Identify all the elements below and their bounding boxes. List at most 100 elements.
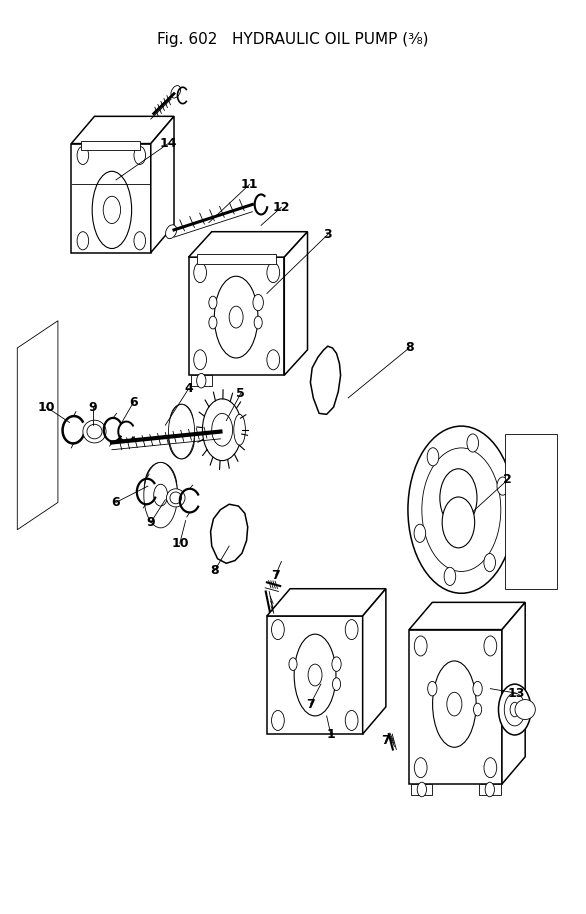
Circle shape (209, 296, 217, 309)
Circle shape (438, 689, 471, 740)
Polygon shape (267, 589, 386, 616)
Circle shape (169, 419, 195, 459)
Circle shape (222, 306, 251, 352)
Polygon shape (311, 346, 340, 414)
Text: 10: 10 (171, 537, 189, 550)
Text: 2: 2 (503, 473, 512, 486)
Text: 13: 13 (508, 686, 525, 700)
Polygon shape (284, 232, 308, 376)
Circle shape (254, 316, 263, 329)
Polygon shape (411, 784, 432, 795)
Circle shape (497, 477, 509, 495)
Circle shape (300, 663, 330, 709)
Circle shape (444, 568, 456, 586)
Circle shape (467, 434, 479, 452)
Circle shape (499, 684, 531, 735)
Circle shape (414, 636, 427, 656)
Ellipse shape (234, 414, 246, 445)
Ellipse shape (144, 462, 178, 528)
Circle shape (442, 497, 475, 547)
Circle shape (170, 404, 193, 441)
Circle shape (422, 448, 501, 571)
Ellipse shape (170, 492, 182, 504)
Circle shape (271, 710, 284, 730)
Circle shape (194, 262, 206, 282)
Text: 11: 11 (241, 178, 258, 191)
Circle shape (229, 306, 243, 328)
Circle shape (485, 782, 495, 797)
Circle shape (308, 664, 322, 686)
Polygon shape (409, 602, 525, 630)
Polygon shape (192, 376, 212, 386)
Text: 4: 4 (184, 382, 193, 396)
Text: 1: 1 (326, 728, 335, 740)
Circle shape (332, 678, 340, 690)
Circle shape (267, 350, 280, 370)
Circle shape (209, 316, 217, 329)
Circle shape (298, 641, 332, 695)
Text: 9: 9 (88, 400, 97, 413)
Circle shape (484, 636, 497, 656)
Text: 12: 12 (272, 201, 290, 214)
Ellipse shape (166, 225, 176, 239)
Polygon shape (479, 784, 501, 795)
Circle shape (345, 620, 358, 640)
Text: 9: 9 (146, 515, 155, 529)
Polygon shape (189, 257, 284, 376)
Polygon shape (502, 602, 525, 784)
Circle shape (194, 350, 206, 370)
Circle shape (473, 681, 482, 696)
Polygon shape (71, 116, 174, 143)
Ellipse shape (432, 661, 476, 748)
Ellipse shape (214, 276, 258, 358)
Ellipse shape (92, 171, 132, 249)
Text: Fig. 602   HYDRAULIC OIL PUMP (³⁄₈): Fig. 602 HYDRAULIC OIL PUMP (³⁄₈) (157, 32, 429, 47)
Circle shape (144, 462, 177, 514)
Text: 6: 6 (129, 396, 138, 409)
Circle shape (345, 710, 358, 730)
Text: 10: 10 (38, 400, 55, 413)
Circle shape (219, 281, 254, 335)
Circle shape (77, 232, 88, 250)
Circle shape (103, 197, 121, 224)
Ellipse shape (294, 634, 336, 716)
Circle shape (146, 483, 175, 526)
Circle shape (212, 413, 233, 446)
Circle shape (253, 294, 263, 311)
Circle shape (408, 426, 515, 593)
Polygon shape (81, 141, 140, 150)
Polygon shape (189, 232, 308, 257)
Polygon shape (267, 616, 363, 734)
Circle shape (271, 620, 284, 640)
Circle shape (510, 702, 519, 717)
Text: 8: 8 (405, 342, 413, 355)
Ellipse shape (83, 420, 106, 443)
Text: 5: 5 (236, 387, 245, 400)
Circle shape (414, 525, 425, 542)
Polygon shape (71, 143, 151, 252)
Ellipse shape (166, 489, 185, 507)
Text: 14: 14 (159, 137, 177, 150)
Circle shape (77, 146, 88, 165)
Circle shape (202, 399, 242, 461)
Circle shape (505, 693, 525, 726)
Polygon shape (363, 589, 386, 734)
Circle shape (289, 658, 297, 671)
Text: 3: 3 (323, 228, 332, 241)
Ellipse shape (169, 404, 195, 459)
Circle shape (484, 554, 496, 571)
Circle shape (484, 758, 497, 778)
Polygon shape (197, 254, 275, 263)
Circle shape (154, 484, 168, 506)
Polygon shape (18, 321, 58, 530)
Circle shape (267, 262, 280, 282)
Polygon shape (210, 505, 248, 563)
Ellipse shape (171, 86, 180, 98)
Polygon shape (409, 630, 502, 784)
Circle shape (427, 448, 439, 466)
Text: 7: 7 (306, 697, 315, 710)
Polygon shape (151, 116, 174, 252)
Text: 6: 6 (112, 496, 120, 509)
Circle shape (473, 703, 482, 716)
Circle shape (417, 782, 427, 797)
